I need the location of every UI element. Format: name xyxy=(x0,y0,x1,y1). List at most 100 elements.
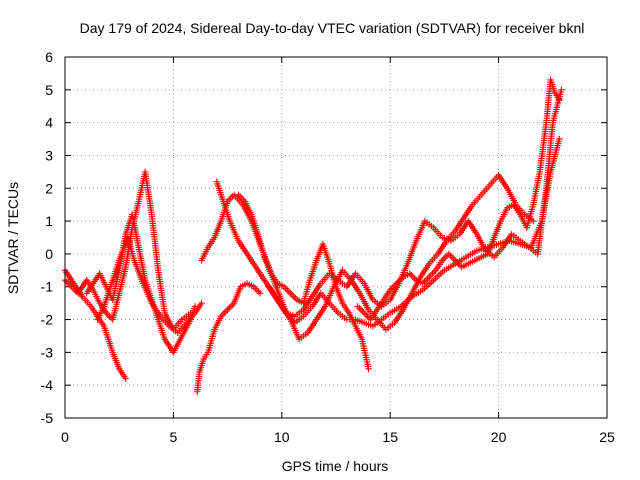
data-point-trail xyxy=(443,261,457,273)
data-point-trail xyxy=(314,305,328,321)
data-point-trail xyxy=(242,200,254,216)
data-point-trail xyxy=(384,321,396,331)
data-point-trail xyxy=(471,193,483,206)
y-tick-label: 3 xyxy=(45,147,53,163)
data-point-trail xyxy=(271,291,284,308)
data-point-trail xyxy=(543,121,556,190)
data-point-trail xyxy=(427,268,438,279)
data-point-trail xyxy=(349,278,362,295)
x-tick-label: 5 xyxy=(170,429,178,445)
data-point-trail xyxy=(480,251,489,260)
series-track-F xyxy=(198,135,563,330)
data-point-trail xyxy=(193,301,204,315)
x-tick-label: 15 xyxy=(382,429,398,445)
data-point-trail xyxy=(498,206,510,223)
series-track-D xyxy=(94,234,205,336)
data-point-trail xyxy=(269,272,280,285)
data-point-trail xyxy=(415,278,424,286)
data-point-trail xyxy=(104,311,115,322)
data-point-trail xyxy=(220,200,233,223)
data-point-trail xyxy=(293,308,305,318)
data-point-trail xyxy=(395,275,405,286)
data-point-trail xyxy=(95,305,107,321)
data-point-trail xyxy=(63,268,76,285)
data-point-trail xyxy=(142,170,155,216)
data-point-trail xyxy=(441,235,452,244)
data-point-trail xyxy=(181,311,192,322)
data-point-trail xyxy=(548,78,558,95)
data-point-trail xyxy=(219,308,230,318)
data-point-trail xyxy=(447,252,457,263)
data-point-trail xyxy=(375,298,386,311)
data-point-trail xyxy=(363,320,374,329)
data-point-trail xyxy=(131,259,146,285)
data-point-trail xyxy=(433,259,445,272)
data-point-trail xyxy=(553,92,562,101)
data-point-trail xyxy=(550,88,565,124)
data-point xyxy=(287,290,294,297)
y-tick-label: 4 xyxy=(45,115,53,131)
data-point-trail xyxy=(440,252,451,263)
data-point-trail xyxy=(337,278,348,289)
data-point-trail xyxy=(155,318,168,341)
data-point-trail xyxy=(301,295,315,312)
data-point-trail xyxy=(84,282,96,295)
data-point xyxy=(556,96,563,103)
data-point-trail xyxy=(319,272,331,285)
data-point-trail xyxy=(97,272,109,288)
data-point xyxy=(198,299,205,307)
data-point-trail xyxy=(410,288,424,299)
data-point-trail xyxy=(101,285,114,308)
series-track-A xyxy=(61,267,129,382)
data-point-trail xyxy=(511,203,523,216)
data-point-trail xyxy=(310,282,323,298)
data-point-trail xyxy=(246,281,255,289)
data-point-trail xyxy=(405,239,419,265)
data-point-trail xyxy=(140,282,154,305)
data-point-trail xyxy=(196,357,207,374)
data-point-trail xyxy=(340,301,351,315)
data-point-trail xyxy=(226,193,236,203)
y-tick-label: -5 xyxy=(41,410,54,426)
data-point-trail xyxy=(302,305,314,318)
data-point-trail xyxy=(380,311,392,322)
data-point-trail xyxy=(252,285,262,295)
grid-layer xyxy=(65,57,607,418)
series-track-E xyxy=(194,280,264,395)
data-point-trail xyxy=(500,232,514,249)
data-point-trail xyxy=(359,338,372,370)
data-point-trail xyxy=(473,255,483,263)
data-point-trail xyxy=(109,269,122,301)
data-point-trail xyxy=(199,246,211,262)
data-point-trail xyxy=(371,317,383,328)
y-tick-label: 2 xyxy=(45,180,53,196)
data-point-trail xyxy=(214,180,226,203)
data-point xyxy=(256,290,264,297)
data-layer xyxy=(61,76,565,395)
data-point-trail xyxy=(227,220,241,242)
data-point-trail xyxy=(362,311,373,322)
data-point-trail xyxy=(353,325,365,341)
data-point-trail xyxy=(239,281,249,289)
data-point-trail xyxy=(328,272,340,282)
data-point-trail xyxy=(236,239,250,256)
y-tick-label: -4 xyxy=(41,377,54,393)
data-point-trail xyxy=(371,298,383,308)
data-point-trail xyxy=(527,245,539,256)
data-point-trail xyxy=(275,298,289,315)
data-point-trail xyxy=(176,321,188,334)
data-point-trail xyxy=(491,219,504,239)
tick-layer: 0 5 10 15 20 25 -5 -4 -3 -2 -1 0 1 2 3 4 5 6 xyxy=(41,49,615,445)
data-point-trail xyxy=(392,308,406,325)
data-point-trail xyxy=(142,279,155,301)
data-point-trail xyxy=(212,219,224,239)
data-point-trail xyxy=(322,285,337,308)
data-point-trail xyxy=(466,219,479,236)
data-point xyxy=(558,86,565,94)
data-point-trail xyxy=(262,256,274,275)
data-point-trail xyxy=(380,298,392,308)
x-tick-label: 0 xyxy=(61,429,69,445)
data-point-trail xyxy=(449,232,461,243)
data-point-trail xyxy=(453,216,466,233)
data-point-trail xyxy=(307,259,319,282)
